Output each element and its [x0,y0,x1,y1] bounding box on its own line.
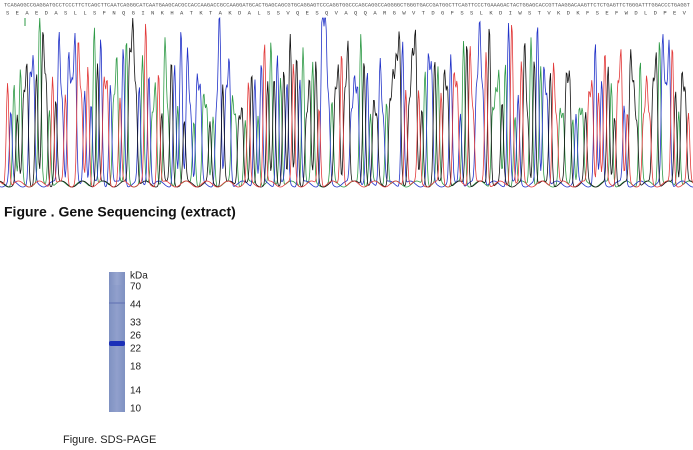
chromatogram [0,16,693,188]
trace [0,17,693,188]
marker-label: 70 [130,282,142,293]
marker-label: 26 [130,331,142,342]
marker-label: 33 [130,318,142,329]
gel-smear [109,285,125,412]
marker-label: 22 [130,344,142,355]
marker-label: 18 [130,362,142,373]
trace [0,23,693,188]
faint-band [109,302,125,304]
marker-label: 10 [130,404,142,415]
protein-sequence: S E A E D A S L L S F N Q G I N K H A T … [6,9,687,16]
marker-label: 44 [130,300,142,311]
marker-labels: 70 44 33 26 22 18 14 10 [130,282,142,415]
trace [0,17,693,188]
trace [0,16,693,188]
marker-label: 14 [130,386,142,397]
figure-caption: Figure. SDS-PAGE [63,434,156,446]
protein-band [109,341,125,346]
gel [109,272,125,412]
figure-caption: Figure . Gene Sequencing (extract) [4,204,236,220]
dna-sequence: TCAGAGGCCGAGGATGCCTCCCTTCTCAGCTTCAATCAGG… [4,2,690,8]
unit-label: kDa [130,271,148,282]
